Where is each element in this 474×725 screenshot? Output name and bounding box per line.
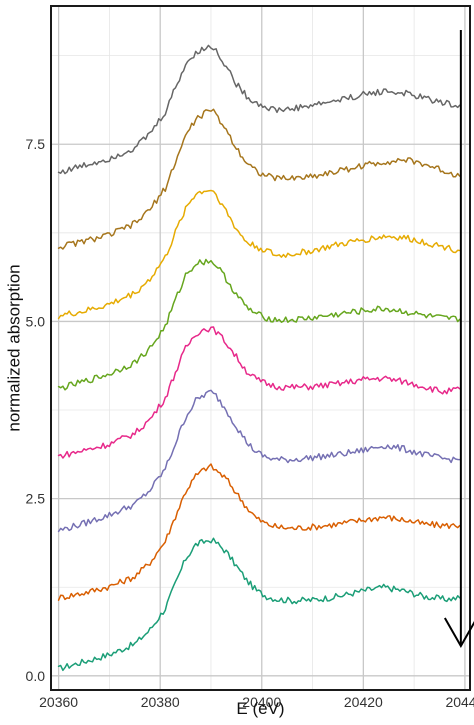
- x-tick-label: 20360: [39, 694, 78, 710]
- major-gridlines: [51, 6, 470, 690]
- y-tick-label: 0.0: [26, 668, 46, 684]
- x-axis-title: E (eV): [236, 699, 284, 718]
- series-line-6: [57, 189, 461, 320]
- series-layer: [57, 44, 461, 672]
- y-axis-title: normalized absorption: [4, 264, 23, 431]
- y-tick-label: 7.5: [26, 136, 46, 152]
- y-tick-labels: 0.0 2.5 5.0 7.5: [26, 136, 46, 684]
- series-line-7: [57, 108, 461, 250]
- series-line-8: [57, 44, 461, 175]
- series-line-1: [57, 537, 461, 672]
- series-line-3: [57, 389, 461, 533]
- y-tick-label: 5.0: [26, 313, 46, 329]
- series-line-4: [57, 326, 461, 459]
- minor-gridlines: [51, 6, 470, 690]
- arrow-head: [443, 617, 474, 649]
- series-line-5: [57, 258, 461, 391]
- x-tick-label: 20440: [445, 694, 474, 710]
- arrow-annotation: [443, 30, 474, 649]
- x-tick-label: 20420: [344, 694, 383, 710]
- x-tick-labels: 20360 20380 20400 20420 20440: [39, 694, 474, 710]
- x-tick-label: 20400: [242, 694, 281, 710]
- series-line-2: [57, 463, 461, 601]
- panel-border: [50, 5, 471, 691]
- x-tick-label: 20380: [141, 694, 180, 710]
- y-tick-label: 2.5: [26, 491, 46, 507]
